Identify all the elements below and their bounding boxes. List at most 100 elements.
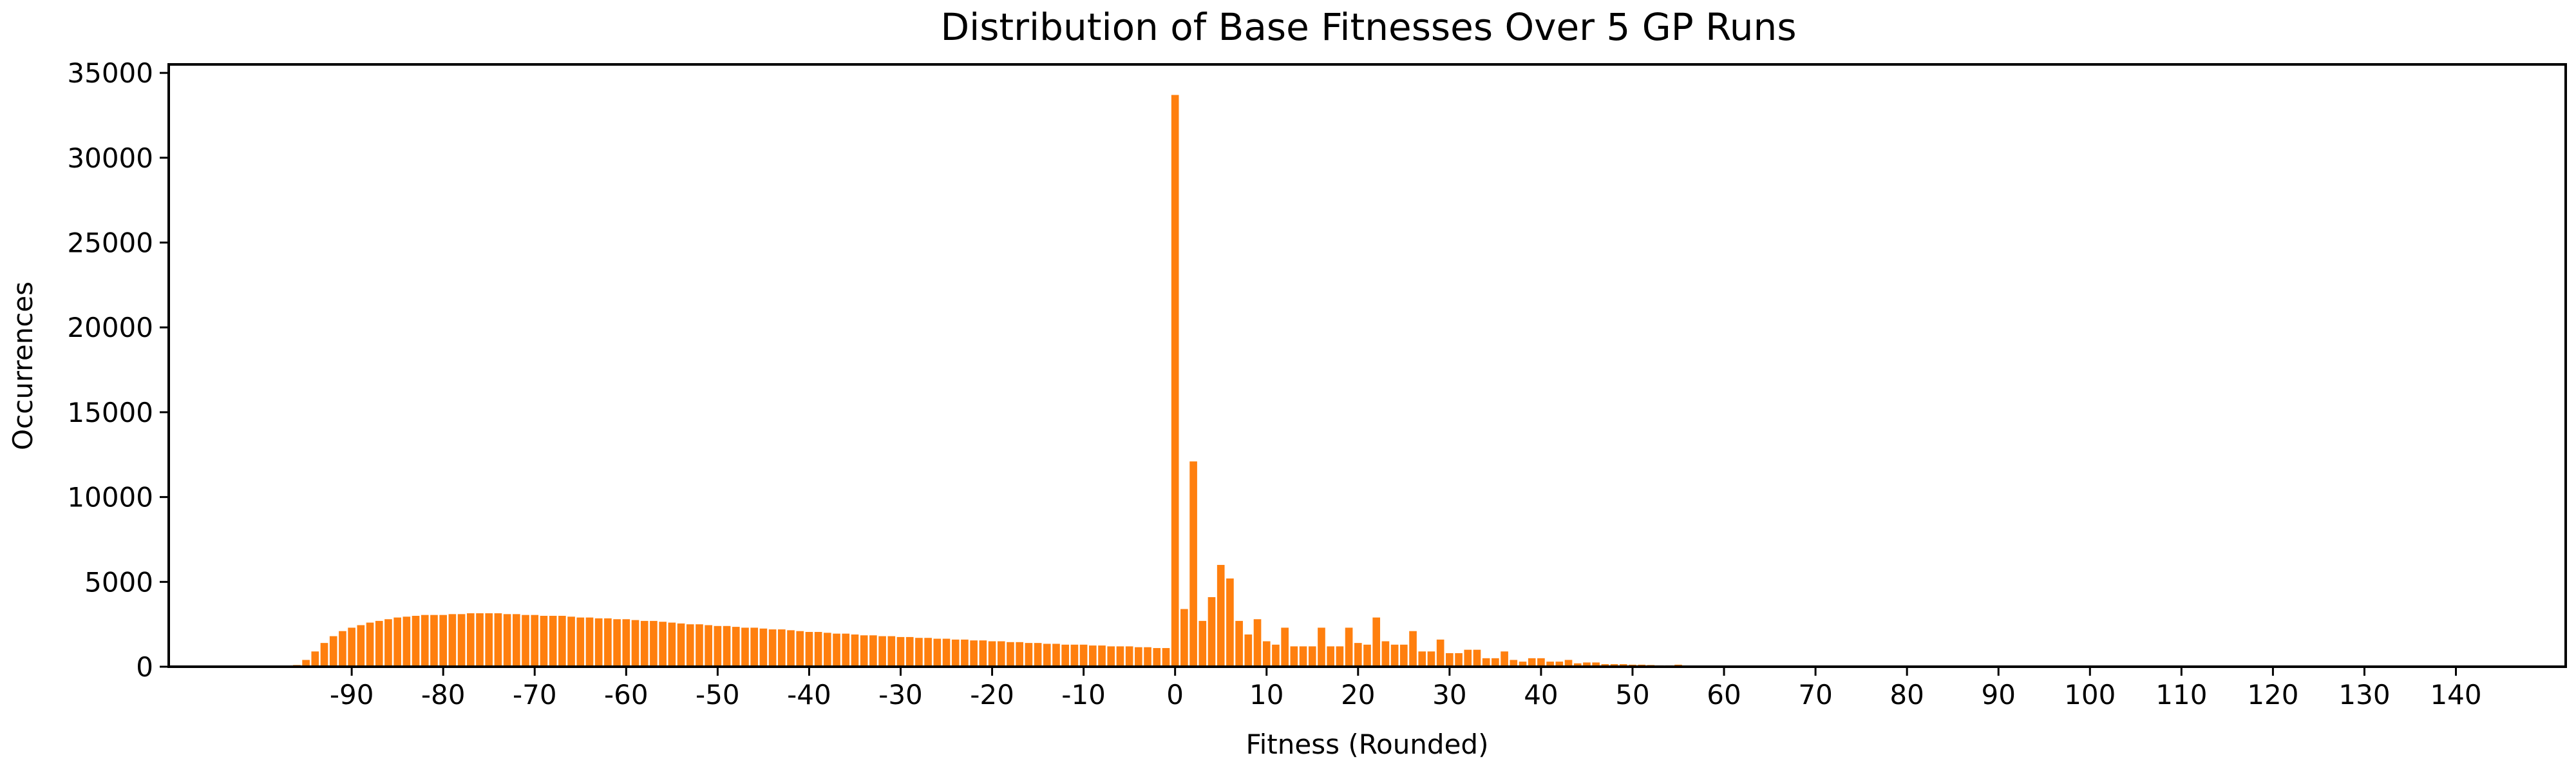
bar bbox=[1427, 651, 1435, 667]
bar bbox=[1345, 627, 1353, 667]
x-tick-label: 90 bbox=[1981, 679, 2015, 711]
bar bbox=[851, 634, 859, 667]
x-tick-label: -10 bbox=[1061, 679, 1106, 711]
bar bbox=[604, 618, 612, 667]
bar bbox=[1555, 662, 1564, 667]
bar bbox=[896, 636, 905, 667]
bar bbox=[393, 617, 401, 667]
bar bbox=[1327, 646, 1334, 667]
bar bbox=[1034, 643, 1042, 667]
bar bbox=[796, 631, 804, 667]
bar bbox=[723, 625, 731, 667]
bar bbox=[1281, 627, 1289, 667]
bar bbox=[824, 633, 831, 667]
bar bbox=[1363, 644, 1371, 667]
y-tick-label: 10000 bbox=[67, 482, 153, 513]
bar bbox=[1336, 646, 1344, 667]
bar bbox=[714, 625, 722, 667]
bar bbox=[430, 615, 438, 667]
bar bbox=[384, 619, 392, 667]
bar bbox=[1153, 648, 1161, 667]
bar bbox=[503, 614, 511, 667]
bar bbox=[1573, 663, 1582, 667]
bar bbox=[1016, 642, 1023, 667]
x-axis-label: Fitness (Rounded) bbox=[1246, 729, 1489, 760]
bar bbox=[942, 638, 951, 667]
bar bbox=[640, 620, 649, 667]
bar bbox=[1473, 649, 1481, 667]
bar bbox=[1464, 649, 1472, 667]
x-tick-label: -30 bbox=[878, 679, 923, 711]
bar bbox=[869, 635, 877, 667]
bar bbox=[961, 639, 969, 667]
x-tick-label: 40 bbox=[1524, 679, 1558, 711]
bar bbox=[1546, 662, 1554, 667]
bar bbox=[1262, 641, 1271, 667]
bar bbox=[1107, 646, 1115, 667]
y-ticks-group: 0 5000 10000 15000 20000 25000 30000 35000 bbox=[67, 57, 169, 683]
bar bbox=[476, 613, 484, 667]
bar bbox=[558, 615, 566, 667]
bar bbox=[787, 630, 795, 667]
x-tick-label: 110 bbox=[2155, 679, 2207, 711]
bar bbox=[457, 614, 466, 667]
bar bbox=[1244, 634, 1253, 667]
bar bbox=[814, 632, 822, 667]
bar bbox=[1162, 648, 1170, 667]
bar bbox=[860, 635, 868, 667]
x-tick-label: 130 bbox=[2338, 679, 2390, 711]
bar bbox=[485, 613, 493, 667]
bar bbox=[924, 638, 932, 667]
bar bbox=[522, 615, 529, 667]
bar bbox=[622, 619, 630, 667]
bar bbox=[915, 638, 923, 667]
bar bbox=[329, 636, 337, 667]
bar bbox=[1564, 660, 1573, 667]
bar bbox=[366, 622, 374, 667]
x-ticks-group: -90 -80 -70 -60 -50 -40 -30 -20 -10 0 10 20 30 40 50 60… bbox=[330, 667, 2482, 711]
bar bbox=[1372, 617, 1381, 667]
x-tick-label: -50 bbox=[696, 679, 740, 711]
x-tick-label: 100 bbox=[2064, 679, 2116, 711]
bar bbox=[421, 615, 429, 667]
bar bbox=[320, 643, 328, 667]
x-tick-label: -80 bbox=[421, 679, 466, 711]
x-tick-label: -40 bbox=[787, 679, 831, 711]
bar bbox=[1482, 658, 1490, 667]
bar bbox=[1318, 627, 1325, 667]
bar bbox=[448, 614, 457, 667]
bar bbox=[805, 632, 813, 667]
x-tick-label: 0 bbox=[1166, 679, 1184, 711]
bar bbox=[1492, 658, 1499, 667]
bar bbox=[1537, 658, 1545, 667]
bar bbox=[696, 624, 703, 667]
bar bbox=[878, 636, 886, 667]
x-tick-label: 80 bbox=[1889, 679, 1924, 711]
bar bbox=[1299, 646, 1307, 667]
bar bbox=[1235, 620, 1243, 667]
y-tick-label: 15000 bbox=[67, 397, 153, 428]
plot-frame bbox=[167, 63, 2567, 668]
bar bbox=[1125, 646, 1133, 667]
bar bbox=[1052, 644, 1060, 667]
x-tick-label: 140 bbox=[2430, 679, 2481, 711]
bar bbox=[531, 615, 539, 667]
bar bbox=[759, 628, 768, 667]
bar bbox=[375, 620, 383, 667]
bar bbox=[594, 618, 603, 667]
bar bbox=[631, 620, 639, 667]
bar bbox=[357, 625, 365, 667]
y-tick-label: 35000 bbox=[67, 57, 153, 89]
bar bbox=[1354, 643, 1362, 667]
bar bbox=[659, 622, 667, 667]
bar bbox=[1381, 641, 1390, 667]
bar bbox=[1436, 639, 1444, 667]
x-tick-label: 50 bbox=[1615, 679, 1649, 711]
bar bbox=[1198, 620, 1207, 667]
bar bbox=[686, 624, 694, 667]
bars-group bbox=[293, 95, 1738, 667]
bar bbox=[567, 616, 575, 667]
bar bbox=[348, 627, 355, 667]
bar bbox=[970, 640, 978, 667]
